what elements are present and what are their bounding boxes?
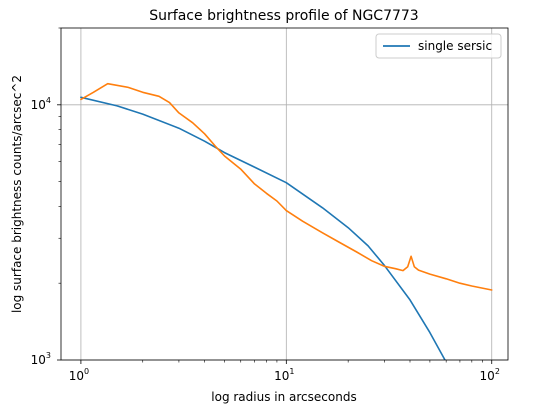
x-tick-label: 101 <box>274 367 294 383</box>
chart-title: Surface brightness profile of NGC7773 <box>149 8 418 24</box>
legend-entry-single-sersic: single sersic <box>418 39 492 53</box>
legend: single sersic <box>375 33 502 59</box>
y-tick-label: 104 <box>31 96 51 112</box>
ticks: 100 101 102 103 104 <box>31 27 500 383</box>
series-line-single-sersic <box>80 96 446 360</box>
x-tick-label: 100 <box>69 367 89 383</box>
x-tick-label: 102 <box>480 367 500 383</box>
legend-frame <box>375 33 502 59</box>
series-layer <box>80 82 493 360</box>
plot-frame <box>60 27 509 361</box>
grid <box>61 28 508 361</box>
x-axis-label: log radius in arcseconds <box>211 390 356 404</box>
y-axis-label: log surface brightness counts/arcsec^2 <box>10 75 24 313</box>
series-line-observed-profile <box>80 82 493 291</box>
y-tick-label: 103 <box>31 351 51 367</box>
